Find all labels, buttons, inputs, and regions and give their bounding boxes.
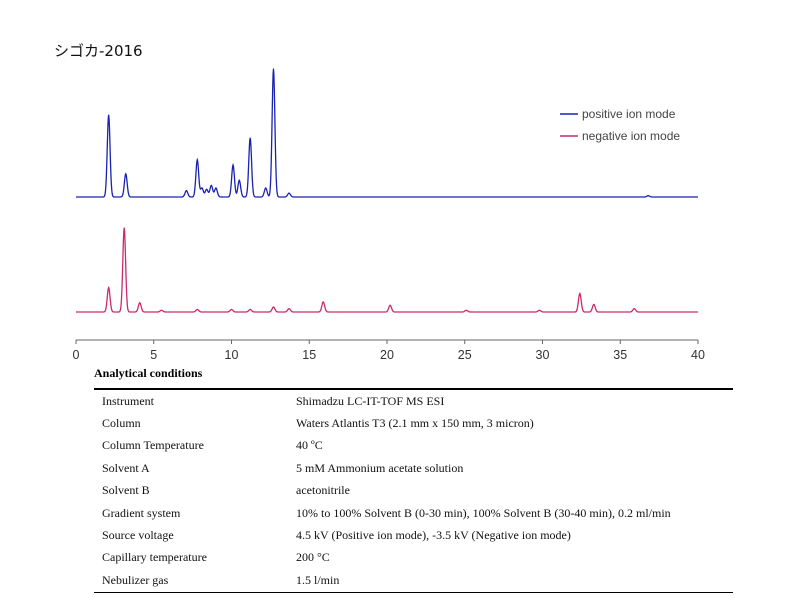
peak-point [125,173,127,175]
series-line-0 [76,68,698,198]
condition-label: Capillary temperature [102,550,207,565]
condition-label: Solvent B [102,483,150,498]
condition-value: acetonitrile [296,483,350,498]
traces [76,68,698,313]
condition-label: Column Temperature [102,438,204,453]
peak-point [123,227,125,229]
peak-point [579,292,581,295]
x-tick-label: 10 [225,348,239,362]
peak-point [265,187,267,189]
peak-point [139,302,141,304]
conditions-title: Analytical conditions [94,366,203,380]
peak-point [593,303,595,306]
peak-point [288,192,290,194]
peak-point [185,190,188,192]
conditions-table: Instrument Shimadzu LC-IT-TOF MS ESI Colum… [94,388,733,593]
legend-label: negative ion mode [582,129,680,143]
condition-value: Shimadzu LC-IT-TOF MS ESI [296,393,445,408]
table-row: Solvent B acetonitrile [94,480,733,502]
legend-label: positive ion mode [582,107,676,121]
x-axis: 0 5 10 15 20 25 30 35 40 [73,339,705,362]
peak-point [538,309,540,311]
peak-point [206,188,208,190]
condition-label: Gradient system [102,505,181,520]
x-tick-label: 35 [613,348,627,362]
table-row: Instrument Shimadzu LC-IT-TOF MS ESI [94,389,733,412]
peak-point [249,308,251,311]
peak-point [647,195,649,197]
page-title: シゴカ-2016 [54,42,143,60]
chromatogram-chart: 0 5 10 15 20 25 30 35 40 positive ion mode negati… [73,68,705,362]
table-row: Column Waters Atlantis T3 (2.1 mm x 150 m… [94,412,733,434]
condition-label: Instrument [102,393,154,408]
x-tick-label: 20 [380,348,394,362]
peak-point [230,308,233,311]
peak-point [389,304,391,306]
legend: positive ion mode negative ion mode [560,107,680,143]
x-tick-label: 25 [458,348,472,362]
condition-value: 4.5 kV (Positive ion mode), -3.5 kV (Neg… [296,528,571,543]
peak-point [322,301,324,303]
peak-point [160,309,163,311]
peak-point [272,306,275,308]
table-row: Gradient system 10% to 100% Solvent B (0-… [94,502,733,524]
peak-point [215,187,217,189]
condition-label: Nebulizer gas [102,572,169,587]
condition-value: 40 ºC [296,438,323,453]
peak-point [232,164,234,166]
peak-point [196,308,198,311]
peak-point [196,159,198,161]
peak-point [210,184,212,187]
table-row: Nebulizer gas 1.5 l/min [94,569,733,592]
table-row: Capillary temperature 200 °C [94,547,733,569]
peak-point [633,308,635,310]
series-line-1 [76,227,698,313]
peak-point [465,309,467,311]
peak-point [108,287,110,289]
peak-point [108,114,110,116]
condition-value: 5 mM Ammonium acetate solution [296,460,464,475]
x-tick-label: 5 [150,348,157,362]
x-tick-label: 0 [73,348,80,362]
condition-value: 200 °C [296,550,330,565]
condition-label: Column [102,416,141,431]
condition-value: 1.5 l/min [296,572,340,587]
condition-value: Waters Atlantis T3 (2.1 mm x 150 mm, 3 m… [296,416,534,431]
condition-value: 10% to 100% Solvent B (0-30 min), 100% S… [296,505,671,520]
peak-point [249,137,251,139]
condition-label: Source voltage [102,528,174,543]
peak-point [201,187,203,189]
x-tick-label: 30 [536,348,550,362]
peak-point [272,68,275,70]
x-tick-label: 15 [302,348,316,362]
peak-point [238,179,240,181]
condition-label: Solvent A [102,460,150,475]
table-row: Solvent A 5 mM Ammonium acetate solution [94,457,733,479]
table-row: Source voltage 4.5 kV (Positive ion mode)… [94,524,733,546]
table-row: Column Temperature 40 ºC [94,435,733,457]
peak-point [288,308,290,310]
x-tick-label: 40 [691,348,705,362]
